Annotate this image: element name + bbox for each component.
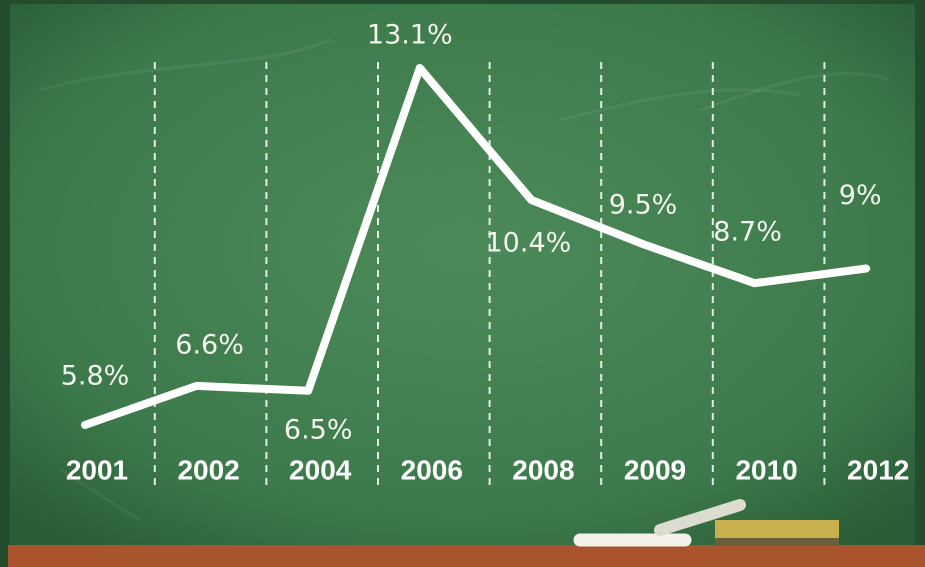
x-tick-label: 2012 xyxy=(847,454,909,485)
chalk-smudges xyxy=(39,38,891,522)
eraser xyxy=(715,520,839,542)
data-label: 9% xyxy=(839,180,882,211)
data-label: 9.5% xyxy=(609,190,678,221)
chalk xyxy=(654,499,746,536)
x-tick-label: 2009 xyxy=(624,454,686,485)
data-label: 8.7% xyxy=(713,217,782,248)
data-label: 6.6% xyxy=(175,329,244,360)
x-tick-label: 2001 xyxy=(66,454,128,485)
eraser-base xyxy=(715,538,839,546)
data-label: 6.5% xyxy=(284,414,353,445)
chalk-ledge xyxy=(8,545,925,567)
x-tick-label: 2002 xyxy=(177,454,239,485)
x-tick-label: 2006 xyxy=(401,454,463,485)
chalkboard xyxy=(10,4,915,545)
x-tick-label: 2008 xyxy=(512,454,574,485)
x-tick-label: 2010 xyxy=(735,454,797,485)
data-label: 5.8% xyxy=(61,361,130,392)
data-label: 10.4% xyxy=(486,228,572,259)
plot-area: 2001 2002 2004 2006 2008 2009 2010 2012 5.8% 6.6%… xyxy=(61,20,909,490)
line xyxy=(81,64,871,429)
data-label: 13.1% xyxy=(367,20,453,51)
x-tick-label: 2004 xyxy=(289,454,352,485)
